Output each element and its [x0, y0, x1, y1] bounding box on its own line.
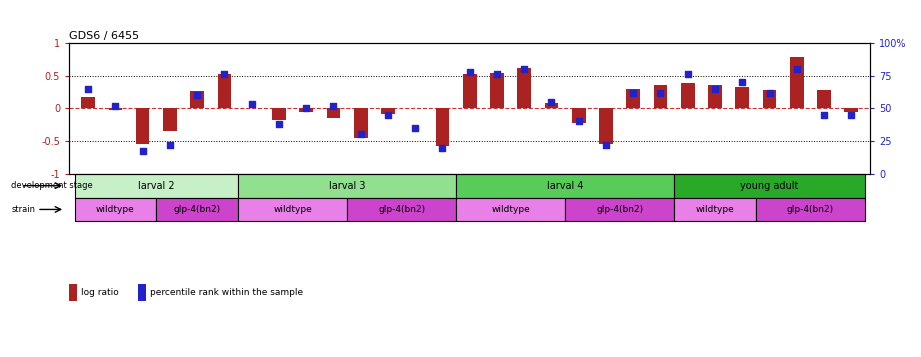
Point: [408, 125, 423, 131]
Point: [517, 66, 531, 72]
Text: larval 4: larval 4: [547, 181, 583, 191]
Bar: [674, 174, 865, 197]
Bar: [463, 74, 476, 108]
Text: young adult: young adult: [740, 181, 799, 191]
Point: [653, 90, 668, 95]
Bar: [238, 174, 456, 197]
Bar: [75, 174, 238, 197]
Point: [380, 112, 395, 118]
Bar: [600, 108, 612, 144]
Bar: [681, 84, 694, 108]
Point: [244, 101, 259, 107]
Bar: [354, 108, 367, 138]
Bar: [736, 87, 749, 108]
Bar: [381, 108, 395, 114]
Bar: [272, 108, 286, 120]
Point: [763, 90, 777, 95]
Bar: [238, 197, 347, 221]
Bar: [490, 73, 504, 108]
Bar: [69, 284, 77, 301]
Text: glp-4(bn2): glp-4(bn2): [787, 205, 834, 214]
Text: GDS6 / 6455: GDS6 / 6455: [69, 31, 139, 41]
Bar: [138, 284, 146, 301]
Bar: [518, 68, 531, 108]
Bar: [191, 91, 204, 108]
Point: [707, 86, 722, 91]
Point: [789, 66, 804, 72]
Bar: [135, 108, 149, 144]
Bar: [456, 174, 674, 197]
Point: [735, 79, 750, 85]
Bar: [109, 108, 122, 110]
Point: [844, 112, 858, 118]
Text: wildtype: wildtype: [274, 205, 312, 214]
Bar: [654, 85, 668, 108]
Bar: [299, 108, 313, 111]
Text: wildtype: wildtype: [491, 205, 530, 214]
Bar: [436, 108, 449, 146]
Point: [326, 103, 341, 109]
Point: [626, 90, 641, 95]
Bar: [456, 197, 565, 221]
Point: [298, 105, 313, 111]
Bar: [81, 96, 95, 108]
Text: larval 2: larval 2: [138, 181, 175, 191]
Text: wildtype: wildtype: [96, 205, 134, 214]
Point: [544, 99, 559, 105]
Bar: [544, 103, 558, 108]
Bar: [572, 108, 586, 123]
Text: glp-4(bn2): glp-4(bn2): [596, 205, 643, 214]
Text: wildtype: wildtype: [695, 205, 734, 214]
Bar: [790, 57, 803, 108]
Bar: [756, 197, 865, 221]
Text: log ratio: log ratio: [81, 288, 118, 297]
Point: [354, 132, 368, 137]
Point: [162, 142, 177, 148]
Bar: [565, 197, 674, 221]
Bar: [708, 85, 722, 108]
Text: strain: strain: [11, 205, 35, 214]
Point: [135, 149, 150, 154]
Text: glp-4(bn2): glp-4(bn2): [173, 205, 221, 214]
Point: [108, 103, 122, 109]
Point: [599, 142, 613, 148]
Bar: [845, 108, 858, 111]
Bar: [763, 90, 776, 108]
Bar: [157, 197, 238, 221]
Bar: [347, 197, 456, 221]
Point: [571, 119, 586, 124]
Text: larval 3: larval 3: [329, 181, 366, 191]
Bar: [163, 108, 177, 131]
Point: [462, 69, 477, 75]
Bar: [817, 90, 831, 108]
Bar: [327, 108, 340, 118]
Text: development stage: development stage: [11, 181, 93, 190]
Bar: [75, 197, 157, 221]
Bar: [674, 197, 756, 221]
Text: glp-4(bn2): glp-4(bn2): [378, 205, 426, 214]
Text: percentile rank within the sample: percentile rank within the sample: [149, 288, 303, 297]
Point: [190, 92, 204, 98]
Bar: [217, 74, 231, 108]
Point: [272, 121, 286, 127]
Point: [490, 71, 505, 77]
Bar: [626, 89, 640, 108]
Point: [217, 71, 232, 77]
Point: [681, 71, 695, 77]
Point: [817, 112, 832, 118]
Point: [435, 145, 449, 150]
Point: [81, 86, 96, 91]
